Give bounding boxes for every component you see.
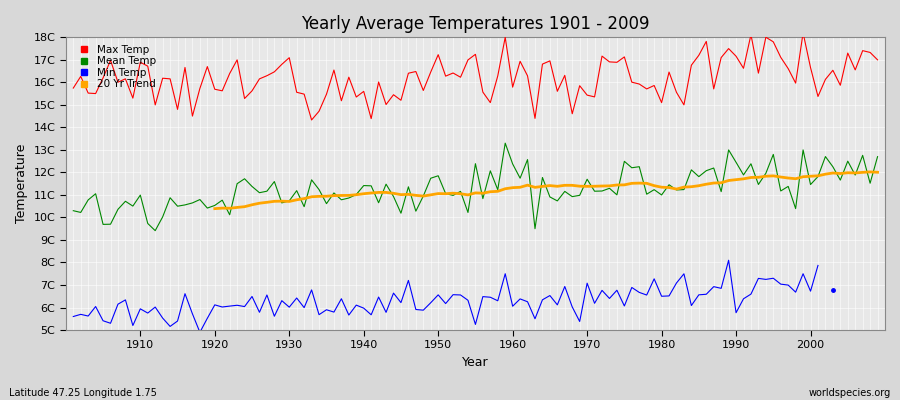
Text: Latitude 47.25 Longitude 1.75: Latitude 47.25 Longitude 1.75 — [9, 388, 157, 398]
Y-axis label: Temperature: Temperature — [15, 144, 28, 223]
Title: Yearly Average Temperatures 1901 - 2009: Yearly Average Temperatures 1901 - 2009 — [302, 15, 650, 33]
Text: worldspecies.org: worldspecies.org — [809, 388, 891, 398]
X-axis label: Year: Year — [462, 356, 489, 369]
Legend: Max Temp, Mean Temp, Min Temp, 20 Yr Trend: Max Temp, Mean Temp, Min Temp, 20 Yr Tre… — [69, 40, 160, 94]
